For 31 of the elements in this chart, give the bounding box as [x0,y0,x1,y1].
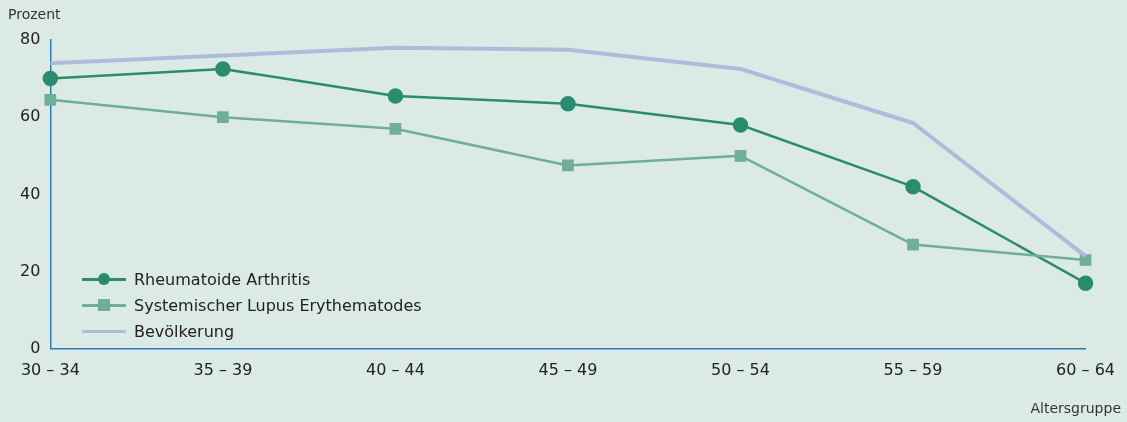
point [389,122,402,135]
y-axis-title: Prozent [8,6,61,22]
point [1077,275,1094,291]
x-tick-label: 50 – 54 [711,359,770,379]
point [562,159,574,172]
point [560,95,576,112]
x-axis-title: Altersgruppe [1030,400,1121,416]
legend-label: Rheumatoide Arthritis [134,269,311,289]
x-tick-label: 40 – 44 [365,359,425,379]
x-tick-label: 60 – 64 [1056,359,1115,379]
point [1079,254,1092,266]
y-tick-label: 60 [20,106,41,126]
legend-label: Systemischer Lupus Erythematodes [134,295,422,315]
x-tick-label: 30 – 34 [20,359,80,379]
x-tick-label: 45 – 49 [538,359,598,379]
legend-label: Bevölkerung [134,321,235,341]
x-tick-label: 35 – 39 [193,359,253,379]
y-tick-label: 40 [20,183,41,203]
point [732,117,749,133]
point [217,111,229,124]
y-tick-label: 20 [20,260,41,280]
y-tick-label: 80 [20,29,41,49]
x-tick-label: 55 – 59 [883,359,943,379]
point [905,178,921,195]
point [734,149,747,162]
point [215,61,231,77]
point [387,88,404,104]
point [907,238,919,251]
point [44,93,57,106]
point [42,70,59,87]
y-tick-label: 0 [30,337,41,357]
